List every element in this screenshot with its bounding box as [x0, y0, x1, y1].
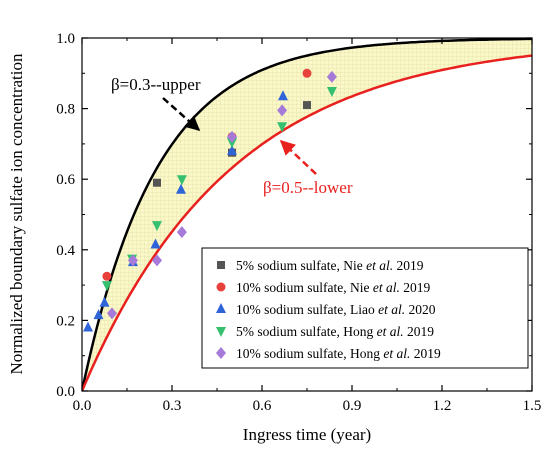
model-curves	[82, 38, 532, 391]
legend-box	[201, 247, 529, 369]
y-tick-label: 0.6	[56, 172, 75, 188]
y-tick-label: 0.4	[56, 243, 75, 259]
data-point-series-4	[227, 138, 237, 149]
legend-marker-2	[216, 282, 226, 292]
data-point-series-3	[93, 309, 104, 320]
data-point-series-5	[107, 307, 117, 320]
lower-curve	[82, 54, 532, 391]
upper-curve	[82, 38, 532, 391]
annotation-lower-arrow	[279, 139, 317, 175]
data-point-series-3	[278, 90, 288, 101]
y-tick-label: 0.2	[56, 313, 75, 329]
legend: 5% sodium sulfate, Nie et al. 2019 10% so…	[201, 247, 529, 369]
legend-label-1: 5% sodium sulfate, Nie et al. 2019	[236, 258, 424, 273]
data-point-series-3	[150, 238, 161, 249]
data-point-series-4	[277, 122, 288, 133]
data-point-series-4	[176, 175, 187, 186]
axis-ticks: 0.0 0.3 0.6 0.9 1.2 1.5 0.0 0.2 0.4 0.6 0.8 1.0	[56, 31, 541, 414]
data-point-series-4	[326, 86, 337, 97]
annotation-upper: β=0.3--upper	[111, 75, 201, 131]
data-point-series-2	[302, 68, 312, 78]
legend-label-4: 5% sodium sulfate, Hong et al. 2019	[236, 324, 434, 339]
annotation-upper-label: β=0.3--upper	[111, 75, 201, 94]
legend-marker-4	[216, 327, 226, 337]
data-point-series-5	[326, 70, 337, 83]
annotation-lower: β=0.5--lower	[263, 139, 353, 197]
data-points	[83, 68, 337, 332]
y-tick-label: 0.0	[56, 384, 75, 400]
annotation-lower-label: β=0.5--lower	[263, 178, 353, 197]
x-tick-label: 0.3	[163, 398, 182, 414]
data-point-series-4	[152, 221, 162, 232]
data-point-series-3	[227, 144, 237, 155]
legend-marker-1	[217, 261, 225, 269]
data-point-series-3	[83, 321, 93, 332]
data-point-series-5	[152, 254, 162, 267]
legend-label-5: 10% sodium sulfate, Hong et al. 2019	[236, 346, 441, 361]
legend-marker-5	[216, 347, 226, 359]
data-point-series-4	[101, 281, 112, 292]
data-point-series-5	[277, 104, 288, 117]
data-point-series-5	[176, 226, 187, 239]
data-point-series-2	[102, 271, 112, 281]
x-tick-label: 1.2	[433, 398, 452, 414]
data-point-series-5	[227, 130, 237, 143]
data-point-series-1	[303, 101, 311, 110]
data-point-series-3	[176, 183, 186, 194]
x-tick-label: 0.9	[343, 398, 362, 414]
data-point-series-3	[99, 296, 110, 307]
y-tick-label: 0.8	[56, 102, 75, 118]
y-tick-label: 1.0	[56, 31, 75, 47]
data-point-series-1	[153, 178, 161, 187]
x-tick-label: 0.6	[253, 398, 272, 414]
data-point-series-5	[128, 254, 138, 267]
legend-label-3: 10% sodium sulfate, Liao et al. 2020	[236, 302, 436, 317]
legend-marker-3	[216, 303, 226, 313]
annotation-upper-arrow	[162, 97, 201, 131]
y-axis-label: Normalized boundary sulfate ion concentr…	[7, 53, 26, 374]
legend-label-2: 10% sodium sulfate, Nie et al. 2019	[236, 280, 430, 295]
x-axis-label: Ingress time (year)	[243, 425, 371, 444]
x-tick-label: 1.5	[523, 398, 542, 414]
x-tick-label: 0.0	[73, 398, 92, 414]
